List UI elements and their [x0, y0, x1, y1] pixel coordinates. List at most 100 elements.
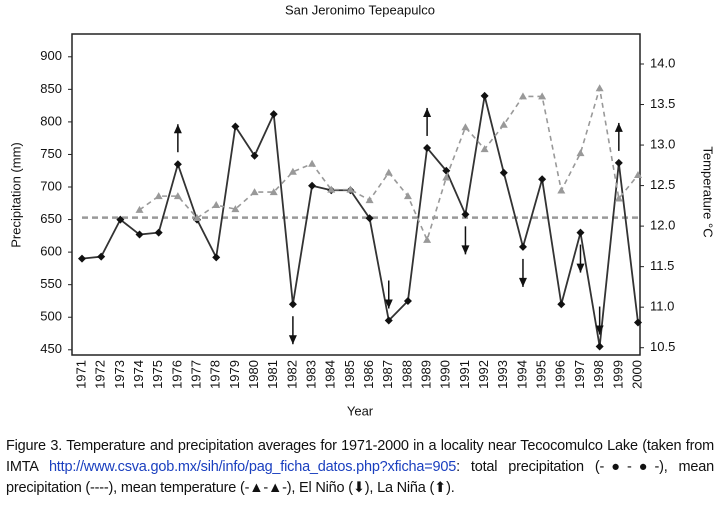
y-tick-label: 800 — [40, 113, 62, 128]
precipitation-marker — [308, 181, 317, 190]
temperature-marker — [518, 92, 527, 100]
event-arrow-head — [576, 263, 585, 273]
precipitation-marker — [135, 230, 144, 239]
temperature-marker — [595, 84, 604, 92]
x-tick-label: 1999 — [610, 360, 625, 389]
x-tick-label: 1976 — [169, 360, 184, 389]
precipitation-marker — [116, 215, 125, 224]
temperature-marker — [442, 173, 451, 181]
temperature-marker — [327, 185, 336, 193]
caption-text: : total precipitation (-●-●-), mean prec… — [6, 459, 714, 496]
x-tick-label: 1983 — [304, 360, 319, 389]
precipitation-marker — [480, 91, 489, 100]
y2-tick-label: 10.5 — [650, 339, 675, 354]
temperature-marker — [365, 196, 374, 204]
x-tick-label: 1986 — [361, 360, 376, 389]
precipitation-marker — [557, 300, 566, 309]
chart: San Jeronimo Tepeapulco Year Precipitati… — [8, 2, 716, 418]
x-tick-label: 1987 — [380, 360, 395, 389]
event-arrow-head — [423, 107, 432, 117]
temperature-marker — [212, 201, 221, 209]
precipitation-marker — [154, 228, 163, 237]
temperature-marker — [423, 235, 432, 243]
temperature-marker — [403, 192, 412, 200]
precipitation-marker — [538, 175, 547, 184]
x-tick-label: 1989 — [419, 360, 434, 389]
temperature-marker — [250, 188, 259, 196]
y-tick-label: 550 — [40, 276, 62, 291]
x-tick-label: 1980 — [246, 360, 261, 389]
x-tick-label: 1985 — [342, 360, 357, 389]
precipitation-marker — [212, 253, 221, 262]
temperature-marker — [384, 168, 393, 176]
temperature-marker — [288, 167, 297, 175]
temperature-marker — [231, 205, 240, 213]
precipitation-marker — [423, 143, 432, 152]
temperature-marker — [576, 149, 585, 157]
x-tick-label: 1979 — [227, 360, 242, 389]
y-tick-label: 450 — [40, 341, 62, 356]
precipitation-marker — [403, 296, 412, 305]
x-tick-label: 1997 — [572, 360, 587, 389]
temperature-marker — [499, 120, 508, 128]
x-tick-label: 1996 — [553, 360, 568, 389]
y-tick-label: 650 — [40, 211, 62, 226]
temperature-marker — [614, 194, 623, 202]
event-arrow-head — [614, 122, 623, 132]
x-tick-label: 1992 — [476, 360, 491, 389]
temperature-marker — [193, 214, 202, 222]
caption-text: Figure 3. Temperature and precipitation … — [6, 438, 714, 475]
event-arrow-head — [288, 335, 297, 345]
precipitation-marker — [614, 158, 623, 167]
caption: Figure 3. Temperature and precipitation … — [6, 436, 714, 499]
precipitation-marker — [595, 342, 604, 351]
x-tick-label: 1977 — [188, 360, 203, 389]
y-tick-label: 750 — [40, 146, 62, 161]
y2-tick-label: 13.0 — [650, 136, 675, 151]
x-tick-label: 1974 — [131, 360, 146, 389]
x-tick-label: 1973 — [112, 360, 127, 389]
y2-axis-label: Temperature °C — [701, 146, 716, 237]
precipitation-marker — [231, 122, 240, 131]
event-arrow-head — [173, 124, 182, 134]
plot-frame — [71, 33, 641, 356]
precipitation-marker — [78, 254, 86, 263]
temperature-marker — [538, 92, 547, 100]
x-tick-label: 1995 — [534, 360, 549, 389]
y2-tick-label: 13.5 — [650, 96, 675, 111]
precipitation-marker — [173, 160, 182, 169]
y-tick-label: 900 — [40, 48, 62, 63]
event-arrow-head — [518, 277, 527, 287]
event-arrow-head — [595, 325, 604, 335]
y2-tick-label: 11.5 — [650, 258, 674, 273]
y2-tick-label: 12.0 — [650, 218, 675, 233]
temperature-marker — [461, 123, 470, 131]
y-tick-label: 600 — [40, 244, 62, 259]
precipitation-marker — [97, 252, 106, 261]
x-tick-label: 1972 — [93, 360, 108, 389]
y-tick-label: 850 — [40, 81, 62, 96]
y-tick-label: 500 — [40, 309, 62, 324]
temperature-marker — [634, 171, 642, 179]
x-tick-label: 1982 — [284, 360, 299, 389]
temperature-marker — [173, 192, 182, 200]
precipitation-marker — [634, 318, 642, 327]
x-tick-label: 1990 — [438, 360, 453, 389]
y2-tick-label: 11.0 — [650, 299, 674, 314]
x-tick-label: 1971 — [73, 360, 88, 389]
precipitation-marker — [576, 228, 585, 237]
temperature-marker — [308, 159, 317, 167]
temperature-marker — [346, 185, 355, 193]
x-tick-label: 1991 — [457, 360, 472, 389]
series-line — [81, 95, 639, 347]
temperature-marker — [135, 205, 144, 213]
chart-title: San Jeronimo Tepeapulco — [285, 2, 435, 17]
precipitation-marker — [288, 300, 297, 309]
event-arrow-head — [461, 245, 470, 255]
caption-link[interactable]: http://www.csva.gob.mx/sih/info/pag_fich… — [48, 459, 457, 475]
x-tick-label: 1988 — [399, 360, 414, 389]
temperature-marker — [557, 186, 566, 194]
precipitation-marker — [365, 214, 374, 223]
x-tick-label: 1993 — [495, 360, 510, 389]
